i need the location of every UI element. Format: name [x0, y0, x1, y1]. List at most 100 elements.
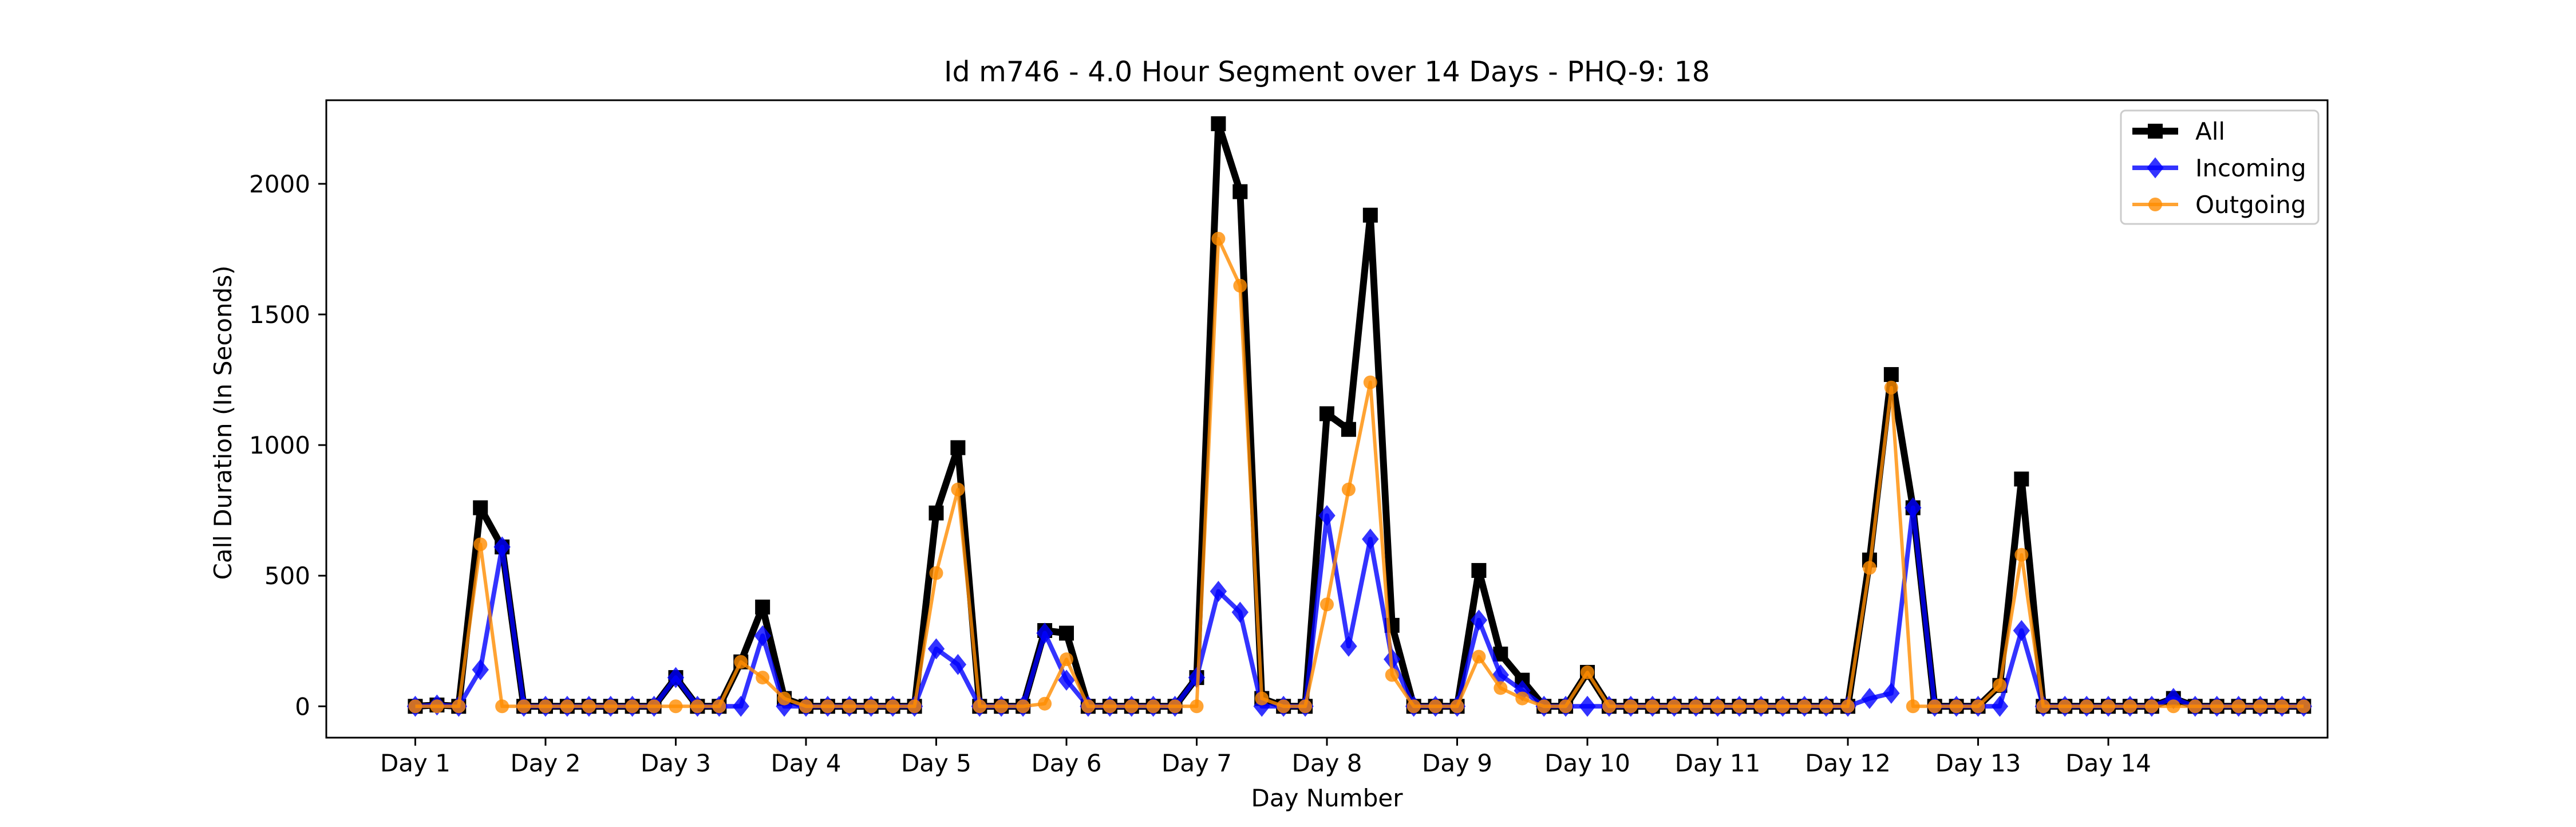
y-axis-label: Call Duration (In Seconds)	[209, 265, 237, 580]
y-tick-label: 1000	[249, 431, 310, 459]
data-point-outgoing	[495, 699, 509, 714]
data-point-outgoing	[1819, 699, 1834, 714]
data-point-outgoing	[1906, 699, 1920, 714]
x-axis-label: Day Number	[1251, 784, 1403, 812]
data-point-outgoing	[2014, 548, 2029, 562]
data-point-outgoing	[1689, 699, 1703, 714]
data-point-outgoing	[1472, 649, 1486, 664]
data-point-outgoing	[2297, 699, 2311, 714]
x-tick-label: Day 1	[380, 749, 451, 777]
x-tick-label: Day 5	[901, 749, 971, 777]
data-point-outgoing	[1862, 561, 1876, 575]
data-point-incoming	[1058, 670, 1075, 691]
data-point-outgoing	[582, 699, 596, 714]
data-point-outgoing	[430, 699, 444, 714]
x-tick-label: Day 4	[771, 749, 841, 777]
data-point-incoming	[754, 625, 771, 647]
data-point-outgoing	[1277, 699, 1291, 714]
y-tick-label: 1500	[249, 301, 310, 329]
data-point-all	[2014, 471, 2029, 487]
legend-label: Outgoing	[2195, 191, 2306, 219]
legend-entry-all: All	[2132, 117, 2225, 145]
data-point-outgoing	[452, 699, 466, 714]
data-point-outgoing	[1754, 699, 1768, 714]
data-point-incoming	[1514, 680, 1531, 702]
data-point-outgoing	[1016, 699, 1030, 714]
data-point-incoming	[1991, 695, 2009, 717]
data-point-outgoing	[2188, 699, 2202, 714]
data-point-outgoing	[1190, 699, 1204, 714]
data-point-outgoing	[517, 699, 531, 714]
data-point-incoming	[1861, 688, 1878, 709]
legend-label: All	[2195, 117, 2225, 145]
data-point-outgoing	[1233, 278, 1247, 293]
data-point-incoming	[1883, 683, 1900, 704]
data-point-outgoing	[2210, 699, 2224, 714]
data-point-incoming	[1036, 623, 1053, 644]
data-point-all	[929, 505, 944, 521]
data-point-outgoing	[1103, 699, 1117, 714]
data-point-outgoing	[2166, 699, 2180, 714]
data-point-outgoing	[1841, 699, 1855, 714]
data-point-outgoing	[994, 699, 1009, 714]
data-point-incoming	[1318, 505, 1336, 526]
data-point-all	[1319, 406, 1334, 422]
data-point-incoming	[776, 695, 793, 717]
data-point-outgoing	[690, 699, 705, 714]
data-point-outgoing	[1884, 380, 1898, 395]
x-tick-label: Day 12	[1805, 749, 1891, 777]
x-tick-label: Day 10	[1544, 749, 1630, 777]
data-point-outgoing	[777, 691, 792, 706]
data-point-incoming	[1362, 528, 1379, 550]
axis-ticks: Day 1 Day 2 Day 3 Day 4 Day 5 Day 6 Day 7 Day 8…	[249, 170, 2151, 777]
data-point-outgoing	[625, 699, 639, 714]
data-point-outgoing	[1385, 668, 1399, 682]
data-point-incoming	[1210, 581, 1227, 602]
legend: All Incoming Outgoing	[2120, 109, 2320, 225]
data-point-incoming	[667, 667, 685, 688]
data-point-outgoing	[1645, 699, 1660, 714]
data-point-outgoing	[1710, 699, 1725, 714]
legend-entry-outgoing: Outgoing	[2132, 191, 2306, 219]
data-point-incoming	[1905, 497, 1922, 518]
data-point-incoming	[1579, 695, 1596, 717]
data-point-outgoing	[864, 699, 878, 714]
x-tick-label: Day 6	[1031, 749, 1101, 777]
data-point-outgoing	[756, 671, 770, 685]
x-tick-label: Day 2	[510, 749, 580, 777]
data-point-outgoing	[1581, 665, 1595, 679]
data-point-incoming	[1253, 695, 1270, 717]
data-point-outgoing	[886, 699, 900, 714]
data-point-outgoing	[408, 699, 422, 714]
data-point-outgoing	[1993, 678, 2007, 692]
data-point-outgoing	[1146, 699, 1160, 714]
x-tick-label: Day 14	[2065, 749, 2151, 777]
data-point-outgoing	[2080, 699, 2094, 714]
data-point-incoming	[927, 638, 945, 660]
data-point-outgoing	[2144, 699, 2159, 714]
legend-swatch-marker	[2148, 198, 2162, 211]
data-point-all	[1362, 207, 1378, 223]
data-point-outgoing	[538, 699, 552, 714]
data-point-outgoing	[1320, 597, 1334, 612]
data-point-outgoing	[647, 699, 661, 714]
data-point-outgoing	[2123, 699, 2137, 714]
data-point-incoming	[472, 659, 489, 680]
x-tick-label: Day 7	[1161, 749, 1232, 777]
data-point-outgoing	[2058, 699, 2072, 714]
data-point-incoming	[1470, 609, 1488, 631]
data-point-all	[1058, 625, 1074, 641]
data-point-outgoing	[1450, 699, 1464, 714]
data-point-outgoing	[560, 699, 574, 714]
x-tick-label: Day 11	[1675, 749, 1761, 777]
data-point-outgoing	[973, 699, 987, 714]
x-tick-label: Day 9	[1422, 749, 1492, 777]
data-point-outgoing	[473, 537, 488, 552]
data-point-all	[1471, 563, 1487, 578]
chart-title: Id m746 - 4.0 Hour Segment over 14 Days …	[944, 56, 1710, 88]
data-point-all	[1232, 184, 1248, 199]
data-point-incoming	[949, 653, 967, 675]
data-point-incoming	[1231, 601, 1249, 623]
data-point-all	[755, 599, 771, 615]
